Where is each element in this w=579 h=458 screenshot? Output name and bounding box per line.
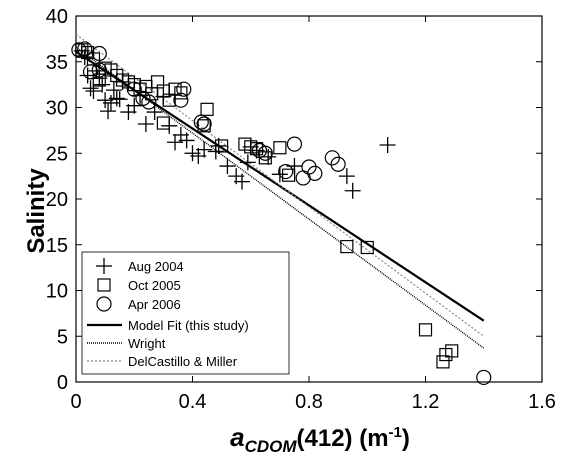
plus-marker <box>219 158 236 175</box>
plus-marker <box>108 90 125 107</box>
legend-marker-plus <box>96 258 112 274</box>
x-axis-title: aCDOM(412) (m-1) <box>230 422 410 456</box>
x-axis-title-close: ) <box>402 425 410 452</box>
circle-marker <box>196 116 212 132</box>
square-marker <box>273 141 287 155</box>
plus-marker <box>137 115 154 132</box>
x-axis-title-prefix: a <box>230 422 244 452</box>
legend-label-oct-2005: Oct 2005 <box>128 278 181 293</box>
square-marker <box>215 139 229 153</box>
y-axis-title: Salinity <box>23 168 50 254</box>
square-marker <box>249 142 264 156</box>
fit-line <box>75 33 485 337</box>
circle-marker <box>91 62 107 78</box>
plus-marker <box>338 168 355 185</box>
y-tick-label: 5 <box>57 326 68 348</box>
circle-marker <box>91 45 107 62</box>
plus-marker <box>178 132 195 149</box>
y-tick-labels: 0 5 10 15 20 25 30 35 40 <box>46 6 68 394</box>
plus-marker <box>82 80 99 97</box>
square-marker <box>174 86 188 100</box>
y-tick-label: 10 <box>46 281 68 303</box>
y-tick-label: 15 <box>46 235 68 257</box>
legend-marker-circle <box>96 296 112 312</box>
x-tick-label: 0.4 <box>179 391 207 413</box>
plus-marker <box>196 141 213 158</box>
x-tick-label: 1.2 <box>412 391 440 413</box>
circle-marker <box>278 163 294 180</box>
legend-label-model-fit: Model Fit (this study) <box>128 318 249 333</box>
y-tick-label: 25 <box>46 143 68 165</box>
y-tick-label: 0 <box>57 372 68 394</box>
circle-marker <box>330 156 346 172</box>
square-marker <box>445 344 459 358</box>
plus-marker <box>100 103 117 120</box>
circle-marker <box>82 64 99 80</box>
square-marker <box>282 168 296 182</box>
circle-marker <box>71 42 87 58</box>
circle-marker <box>77 41 93 57</box>
square-marker <box>360 240 374 255</box>
plus-marker <box>210 137 227 154</box>
legend-label-delcastillo-miller: DelCastillo & Miller <box>128 354 238 369</box>
square-marker <box>197 119 211 133</box>
circle-marker <box>257 145 273 161</box>
square-marker <box>156 116 170 130</box>
circle-marker <box>193 114 209 130</box>
legend-label-aug-2004: Aug 2004 <box>128 259 184 274</box>
plus-marker <box>94 76 111 93</box>
square-marker <box>436 355 450 369</box>
circle-marker <box>176 81 192 97</box>
y-tick-label: 30 <box>46 98 68 120</box>
circle-marker <box>286 136 303 152</box>
legend: Aug 2004 Oct 2005 Apr 2006 Model Fit (th… <box>81 251 290 375</box>
legend-marker-square <box>97 278 111 292</box>
legend-box <box>81 251 290 375</box>
y-tick-label: 35 <box>46 52 68 74</box>
plus-marker <box>234 173 251 190</box>
circle-marker <box>307 165 323 181</box>
data-markers <box>71 41 492 386</box>
x-tick-label: 1.6 <box>528 391 556 413</box>
plus-marker <box>379 137 396 154</box>
x-tick-label: 0.8 <box>295 391 323 413</box>
circle-marker <box>141 94 157 110</box>
x-tick-labels: 0 0.4 0.8 1.2 1.6 <box>70 391 555 413</box>
square-marker <box>418 323 433 337</box>
plus-marker <box>344 182 361 199</box>
legend-label-wright: Wright <box>128 336 166 351</box>
plus-marker <box>126 97 143 114</box>
circle-marker <box>476 369 492 386</box>
square-marker <box>340 239 354 254</box>
y-tick-label: 40 <box>46 6 68 28</box>
circle-marker <box>126 81 142 97</box>
square-marker <box>200 102 214 116</box>
axis-ticks <box>75 15 543 383</box>
x-tick-label: 0 <box>70 391 81 413</box>
x-axis-title-superscript: -1 <box>389 424 402 441</box>
y-tick-label: 20 <box>46 189 68 211</box>
plus-marker <box>105 82 122 99</box>
plus-marker <box>239 154 256 171</box>
x-axis-title-subscript: CDOM <box>245 437 298 456</box>
plus-marker <box>111 91 128 108</box>
legend-label-apr-2006: Apr 2006 <box>128 297 181 312</box>
x-axis-title-suffix: (412) (m <box>297 425 389 452</box>
circle-marker <box>173 92 189 108</box>
